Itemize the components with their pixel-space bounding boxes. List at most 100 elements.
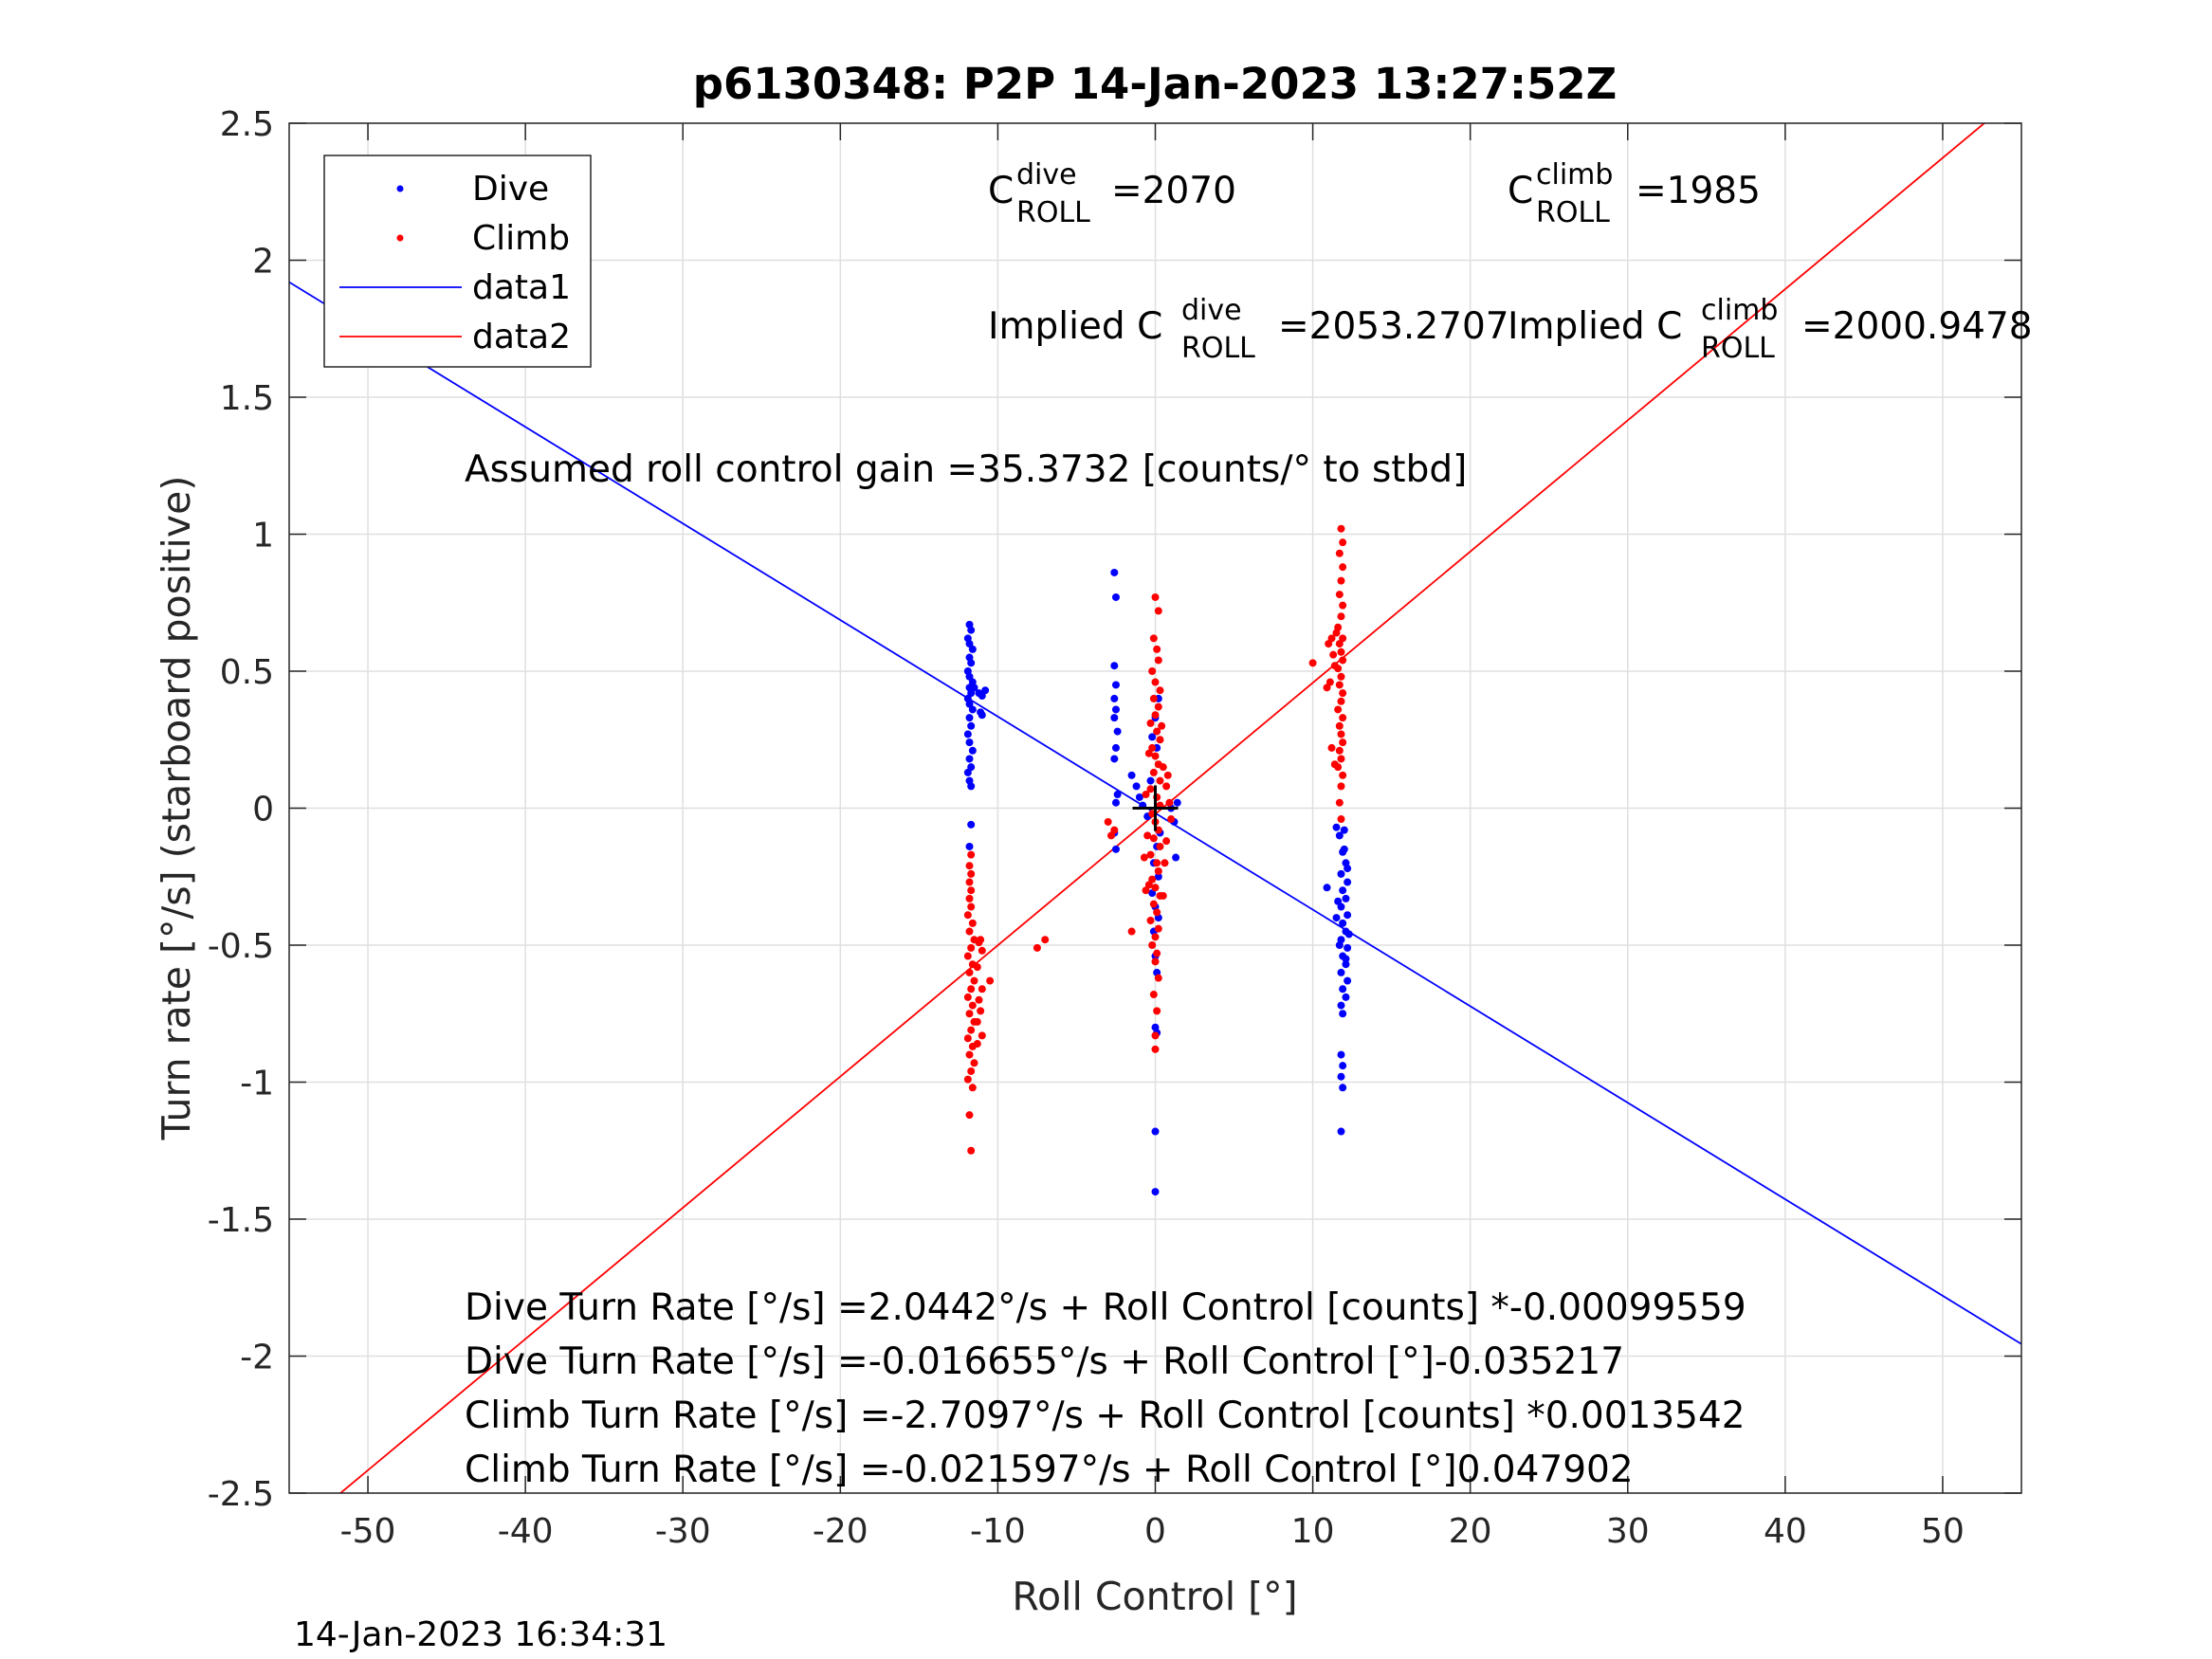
y-tick-label: 0 (252, 791, 274, 830)
point-climb (1156, 736, 1164, 744)
point-climb (1339, 538, 1347, 547)
point-dive (1339, 919, 1347, 927)
point-climb (1335, 549, 1344, 557)
svg-text:dive: dive (1181, 294, 1242, 327)
point-climb (965, 968, 974, 976)
point-climb (1142, 791, 1150, 799)
svg-text:climb: climb (1536, 158, 1613, 191)
y-tick-label: -1 (240, 1065, 274, 1103)
svg-text:=2000.9478: =2000.9478 (1801, 305, 2033, 348)
point-climb (1325, 640, 1333, 648)
point-dive (965, 842, 974, 850)
point-dive (1339, 886, 1347, 895)
point-climb (1140, 853, 1148, 862)
point-climb (1339, 738, 1347, 747)
point-climb (967, 1066, 976, 1075)
point-dive (1148, 733, 1157, 741)
svg-text:=2053.2707: =2053.2707 (1278, 305, 1509, 348)
point-climb (967, 943, 976, 952)
x-tick-label: 20 (1449, 1512, 1492, 1551)
point-dive (968, 645, 977, 653)
point-dive (1344, 878, 1352, 886)
point-climb (1339, 714, 1347, 722)
point-climb (1337, 730, 1345, 738)
point-climb (1339, 563, 1347, 572)
point-dive (1344, 911, 1352, 920)
point-climb (978, 1031, 986, 1040)
point-dive (1173, 798, 1181, 807)
point-dive (965, 714, 974, 722)
point-climb (1153, 645, 1161, 653)
point-dive (1337, 869, 1345, 878)
point-climb (967, 886, 976, 895)
svg-text:climb: climb (1701, 294, 1778, 327)
x-tick-label: -10 (970, 1512, 1026, 1551)
legend-dive-label: Dive (472, 170, 549, 209)
svg-text:Implied C: Implied C (988, 305, 1162, 348)
point-climb (1146, 850, 1155, 859)
point-climb (1144, 749, 1153, 757)
point-climb (1151, 1031, 1160, 1040)
point-climb (1041, 936, 1050, 944)
point-climb (1149, 900, 1158, 908)
point-climb (1151, 884, 1160, 892)
point-climb (1332, 629, 1341, 637)
point-dive (1339, 1084, 1347, 1092)
point-climb (973, 1017, 981, 1026)
svg-text:ROLL: ROLL (1181, 332, 1255, 365)
point-climb (977, 1007, 985, 1015)
point-climb (965, 878, 974, 886)
point-climb (1153, 908, 1161, 917)
point-dive (1110, 714, 1119, 722)
svg-text:ROLL: ROLL (1536, 196, 1610, 229)
point-climb (1337, 755, 1345, 763)
point-dive (968, 705, 977, 714)
y-tick-label: 2 (252, 243, 274, 282)
point-dive (967, 659, 976, 667)
point-dive (981, 686, 990, 695)
y-tick-label: 0.5 (220, 653, 274, 692)
point-climb (1104, 817, 1112, 826)
point-climb (1165, 798, 1174, 807)
x-tick-label: -30 (655, 1512, 711, 1551)
legend-data1-label: data1 (472, 268, 571, 307)
point-climb (965, 862, 974, 870)
legend: Dive Climb data1 data2 (323, 155, 592, 368)
point-dive (1342, 894, 1350, 902)
point-climb (967, 850, 976, 859)
point-climb (1154, 656, 1162, 665)
point-climb (1337, 524, 1345, 533)
svg-text:dive: dive (1016, 158, 1077, 191)
fit-climb-counts-annotation: Climb Turn Rate [°/s] =-2.7097°/s + Roll… (465, 1395, 1746, 1437)
point-climb (1337, 815, 1345, 824)
point-dive (968, 746, 977, 755)
point-climb (1327, 634, 1336, 643)
point-dive (1334, 897, 1343, 905)
point-dive (970, 684, 978, 692)
x-tick-label: 50 (1921, 1512, 1965, 1551)
point-climb (977, 936, 985, 944)
point-climb (1154, 866, 1162, 875)
point-climb (965, 894, 974, 902)
point-climb (965, 1010, 974, 1018)
point-dive (1337, 1072, 1345, 1081)
point-dive (963, 730, 972, 738)
point-climb (965, 1050, 974, 1059)
point-climb (973, 963, 981, 972)
point-climb (978, 985, 986, 994)
point-climb (1149, 991, 1158, 999)
point-climb (1151, 1045, 1160, 1053)
point-dive (967, 626, 976, 634)
point-climb (967, 869, 976, 878)
point-climb (1323, 684, 1331, 692)
point-dive (967, 782, 976, 791)
point-dive (965, 672, 974, 681)
point-climb (1337, 612, 1345, 621)
point-dive (1111, 592, 1120, 601)
point-dive (1113, 791, 1122, 799)
svg-text:Implied C: Implied C (1508, 305, 1682, 348)
y-tick-label: 1 (252, 517, 274, 556)
x-tick-label: -40 (498, 1512, 554, 1551)
fit-dive-counts-annotation: Dive Turn Rate [°/s] =2.0442°/s + Roll C… (465, 1286, 1746, 1329)
